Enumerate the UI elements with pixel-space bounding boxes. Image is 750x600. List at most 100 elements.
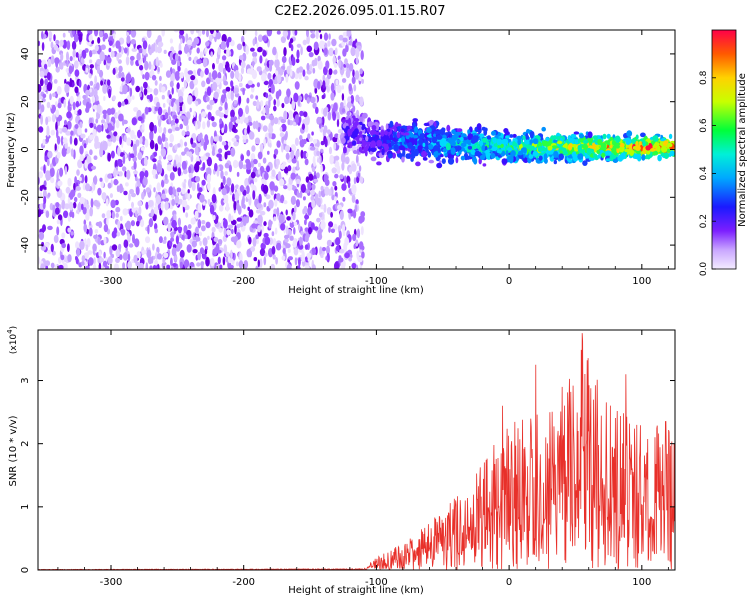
heatmap-cell <box>174 254 178 261</box>
heatmap-cell <box>52 204 56 213</box>
heatmap-cell <box>243 260 249 269</box>
heatmap-cell <box>330 92 335 101</box>
heatmap-cell <box>76 247 81 257</box>
heatmap-cell <box>356 176 360 184</box>
colorbar-tick-label: 0.8 <box>699 70 709 85</box>
heatmap-cell <box>180 38 183 45</box>
heatmap-cell <box>348 83 353 92</box>
snr-x-tick-label: -300 <box>100 577 123 588</box>
heatmap-cell <box>257 46 263 53</box>
heatmap-cell <box>210 257 215 267</box>
heatmap-cell <box>224 171 228 176</box>
heatmap-cell <box>250 47 255 52</box>
heatmap-cell <box>224 151 228 160</box>
heatmap-cell <box>131 76 135 86</box>
heatmap-cell <box>283 185 288 190</box>
heatmap-cell <box>296 160 300 170</box>
heatmap-cell <box>230 249 233 260</box>
heatmap-cell <box>244 127 247 136</box>
heatmap-cell <box>445 142 451 151</box>
heatmap-cell <box>325 60 330 69</box>
heatmap-cell <box>96 124 103 133</box>
heatmap-cell <box>80 57 84 64</box>
heatmap-cell <box>254 137 261 145</box>
heatmap-cell <box>230 228 234 235</box>
heatmap-cell <box>341 85 345 90</box>
heatmap-cell <box>213 237 219 242</box>
heatmap-cell <box>386 135 389 140</box>
heatmap-cell <box>407 141 413 149</box>
heatmap-cell <box>204 90 208 98</box>
heatmap-cell <box>592 135 598 140</box>
heatmap-cell <box>356 250 360 260</box>
heatmap-cell <box>119 136 122 145</box>
heatmap-cell <box>274 198 278 207</box>
heatmap-cell <box>226 229 231 236</box>
heatmap-cell <box>113 263 119 269</box>
heatmap-cell <box>187 192 191 201</box>
heatmap-cell <box>474 150 481 157</box>
spectrogram-x-axis: -300 -200 -100 0 100 <box>57 30 669 287</box>
heatmap-cell <box>283 166 289 174</box>
heatmap-cell <box>166 98 170 104</box>
heatmap-cell <box>414 138 418 146</box>
heatmap-cell <box>149 121 155 132</box>
heatmap-cell <box>351 184 357 195</box>
heatmap-cell <box>346 30 352 37</box>
heatmap-cell <box>42 86 46 92</box>
heatmap-cell <box>309 63 313 72</box>
heatmap-cell <box>74 69 80 77</box>
heatmap-cell <box>567 143 573 151</box>
heatmap-cell <box>199 240 202 246</box>
heatmap-cell <box>243 117 249 124</box>
heatmap-cell <box>73 201 77 209</box>
spectrogram-y-tick-label: -40 <box>20 237 31 253</box>
heatmap-cell <box>125 56 130 66</box>
heatmap-cell <box>279 126 283 132</box>
heatmap-cell <box>55 109 60 118</box>
heatmap-cell <box>111 30 114 35</box>
heatmap-cell <box>95 82 100 91</box>
heatmap-cell <box>84 128 88 133</box>
heatmap-cell <box>248 209 254 218</box>
heatmap-cell <box>252 120 257 130</box>
heatmap-cell <box>173 30 180 33</box>
heatmap-cell <box>191 240 197 248</box>
heatmap-cell <box>256 66 262 72</box>
heatmap-cell <box>179 154 182 164</box>
heatmap-cell <box>318 190 322 198</box>
heatmap-cell <box>294 257 298 266</box>
heatmap-cell <box>255 95 259 100</box>
heatmap-cell <box>60 135 64 146</box>
heatmap-cell <box>149 131 154 141</box>
heatmap-cell <box>156 46 162 54</box>
heatmap-cell <box>360 216 364 222</box>
spectrogram-x-label: Height of straight line (km) <box>288 285 424 296</box>
heatmap-cell <box>136 251 141 259</box>
heatmap-cell <box>92 129 97 137</box>
heatmap-cell <box>215 109 221 116</box>
heatmap-cell <box>553 139 558 143</box>
heatmap-cell <box>144 60 149 71</box>
heatmap-cell <box>294 114 300 124</box>
heatmap-cell <box>73 60 79 69</box>
heatmap-cell <box>338 34 344 41</box>
heatmap-cell <box>459 137 464 142</box>
heatmap-cell <box>181 234 185 240</box>
heatmap-cell <box>75 256 79 265</box>
heatmap-cell <box>247 80 253 86</box>
heatmap-cell <box>345 69 351 79</box>
heatmap-cell <box>50 129 55 136</box>
heatmap-cell <box>99 177 103 182</box>
heatmap-cell <box>300 46 303 56</box>
heatmap-cell <box>218 204 224 212</box>
heatmap-cell <box>142 176 148 186</box>
heatmap-cell <box>118 162 123 168</box>
heatmap-cell <box>166 164 173 172</box>
heatmap-cell <box>350 46 356 57</box>
heatmap-cell <box>101 119 105 124</box>
heatmap-cell <box>334 133 339 138</box>
heatmap-cell <box>348 117 351 126</box>
heatmap-cell <box>154 223 158 231</box>
heatmap-cell <box>59 39 64 47</box>
